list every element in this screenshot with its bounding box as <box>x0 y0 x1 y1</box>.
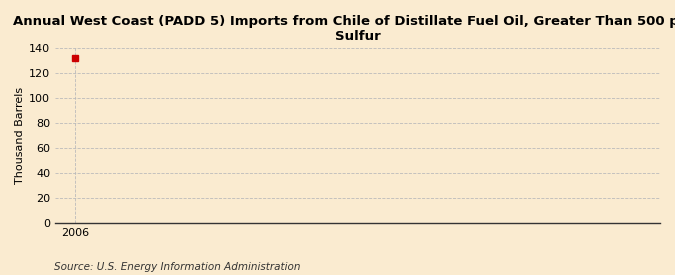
Title: Annual West Coast (PADD 5) Imports from Chile of Distillate Fuel Oil, Greater Th: Annual West Coast (PADD 5) Imports from … <box>13 15 675 43</box>
Y-axis label: Thousand Barrels: Thousand Barrels <box>15 87 25 184</box>
Text: Source: U.S. Energy Information Administration: Source: U.S. Energy Information Administ… <box>54 262 300 272</box>
